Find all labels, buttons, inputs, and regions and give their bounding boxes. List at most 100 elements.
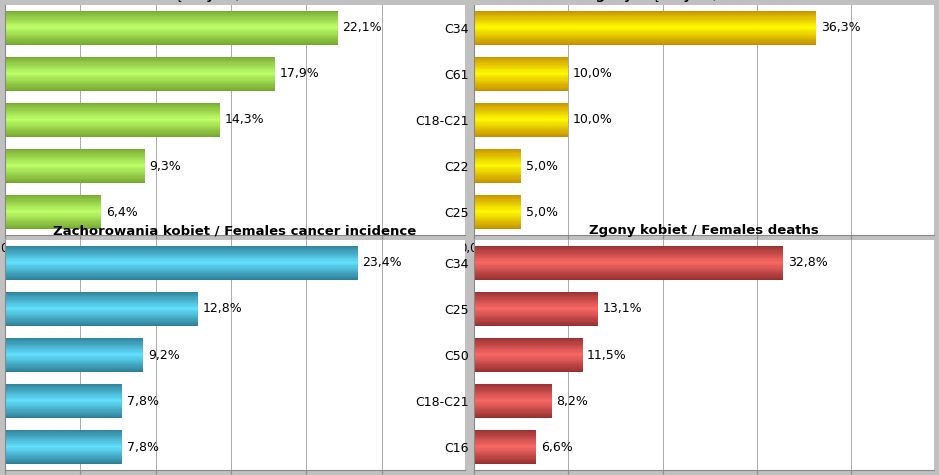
Bar bbox=[5, 206, 101, 208]
Bar bbox=[474, 400, 551, 401]
Bar bbox=[474, 205, 521, 206]
Bar bbox=[474, 417, 551, 418]
Title: Zgony kobiet / Females deaths: Zgony kobiet / Females deaths bbox=[590, 224, 819, 238]
Bar bbox=[474, 197, 521, 198]
Bar bbox=[474, 160, 521, 162]
Bar bbox=[474, 409, 551, 410]
Bar bbox=[474, 348, 582, 349]
Bar bbox=[474, 72, 568, 73]
Bar bbox=[5, 269, 358, 270]
Bar bbox=[474, 346, 582, 347]
Bar bbox=[474, 318, 598, 319]
Bar bbox=[5, 208, 101, 209]
Bar bbox=[5, 341, 144, 342]
Bar bbox=[5, 205, 101, 206]
Bar bbox=[474, 34, 816, 35]
Bar bbox=[474, 225, 521, 226]
Bar bbox=[5, 317, 198, 318]
Bar bbox=[474, 340, 582, 341]
Bar bbox=[474, 250, 783, 251]
Bar bbox=[5, 211, 101, 212]
Bar bbox=[5, 61, 275, 62]
Bar bbox=[5, 353, 144, 354]
Bar bbox=[5, 154, 145, 156]
Bar bbox=[474, 126, 568, 127]
Bar bbox=[474, 401, 551, 402]
Bar bbox=[474, 384, 551, 385]
Bar bbox=[5, 27, 338, 28]
Bar bbox=[5, 257, 358, 258]
Bar bbox=[5, 151, 145, 152]
Bar bbox=[474, 40, 816, 42]
Bar bbox=[474, 436, 536, 437]
Bar bbox=[474, 317, 598, 318]
Bar bbox=[5, 390, 122, 391]
Bar bbox=[5, 127, 221, 128]
Bar bbox=[474, 253, 783, 254]
Bar bbox=[5, 16, 338, 18]
Bar bbox=[5, 385, 122, 386]
Bar bbox=[5, 195, 101, 196]
Bar bbox=[5, 108, 221, 110]
Bar bbox=[5, 437, 122, 438]
Bar bbox=[474, 269, 783, 270]
Bar bbox=[474, 266, 783, 267]
Bar bbox=[5, 198, 101, 200]
Bar bbox=[474, 408, 551, 409]
Bar bbox=[5, 24, 338, 26]
Bar bbox=[5, 57, 275, 58]
Bar bbox=[474, 406, 551, 407]
Bar bbox=[474, 279, 783, 280]
Bar bbox=[5, 175, 145, 176]
Bar bbox=[474, 178, 521, 179]
Bar bbox=[5, 128, 221, 129]
Bar bbox=[5, 410, 122, 411]
Bar bbox=[5, 28, 338, 29]
Bar bbox=[474, 62, 568, 64]
Bar bbox=[5, 314, 198, 315]
Bar bbox=[5, 433, 122, 435]
Bar bbox=[474, 31, 816, 32]
Bar bbox=[474, 172, 521, 173]
Bar bbox=[5, 259, 358, 261]
Bar bbox=[474, 68, 568, 69]
Bar bbox=[474, 67, 568, 68]
Bar bbox=[5, 122, 221, 124]
Bar bbox=[474, 349, 582, 351]
Bar bbox=[5, 356, 144, 357]
Bar bbox=[5, 173, 145, 174]
Bar bbox=[5, 64, 275, 65]
Bar bbox=[5, 164, 145, 165]
Bar bbox=[474, 313, 598, 314]
Bar bbox=[474, 456, 536, 457]
Bar bbox=[5, 400, 122, 401]
Bar bbox=[5, 182, 145, 183]
Bar bbox=[474, 136, 568, 137]
Bar bbox=[474, 156, 521, 157]
Bar bbox=[474, 276, 783, 277]
Bar bbox=[5, 10, 338, 12]
Bar bbox=[5, 149, 145, 150]
Bar bbox=[5, 83, 275, 84]
Bar bbox=[5, 352, 144, 353]
Text: 6,4%: 6,4% bbox=[106, 206, 137, 219]
Bar bbox=[5, 387, 122, 389]
Bar bbox=[474, 263, 783, 264]
Bar bbox=[474, 103, 568, 104]
Bar bbox=[5, 461, 122, 462]
Bar bbox=[5, 14, 338, 15]
Bar bbox=[474, 390, 551, 391]
Bar bbox=[474, 293, 598, 294]
Bar bbox=[474, 341, 582, 342]
Bar bbox=[5, 324, 198, 325]
Bar bbox=[5, 264, 358, 265]
Text: 23,4%: 23,4% bbox=[362, 256, 402, 269]
Bar bbox=[5, 445, 122, 446]
Text: 14,3%: 14,3% bbox=[225, 114, 265, 126]
Bar bbox=[474, 297, 598, 299]
Bar bbox=[5, 415, 122, 416]
Bar bbox=[5, 225, 101, 226]
Bar bbox=[474, 78, 568, 80]
Bar bbox=[5, 150, 145, 151]
Title: Zgony mężczyzn / Males deaths: Zgony mężczyzn / Males deaths bbox=[586, 0, 823, 2]
